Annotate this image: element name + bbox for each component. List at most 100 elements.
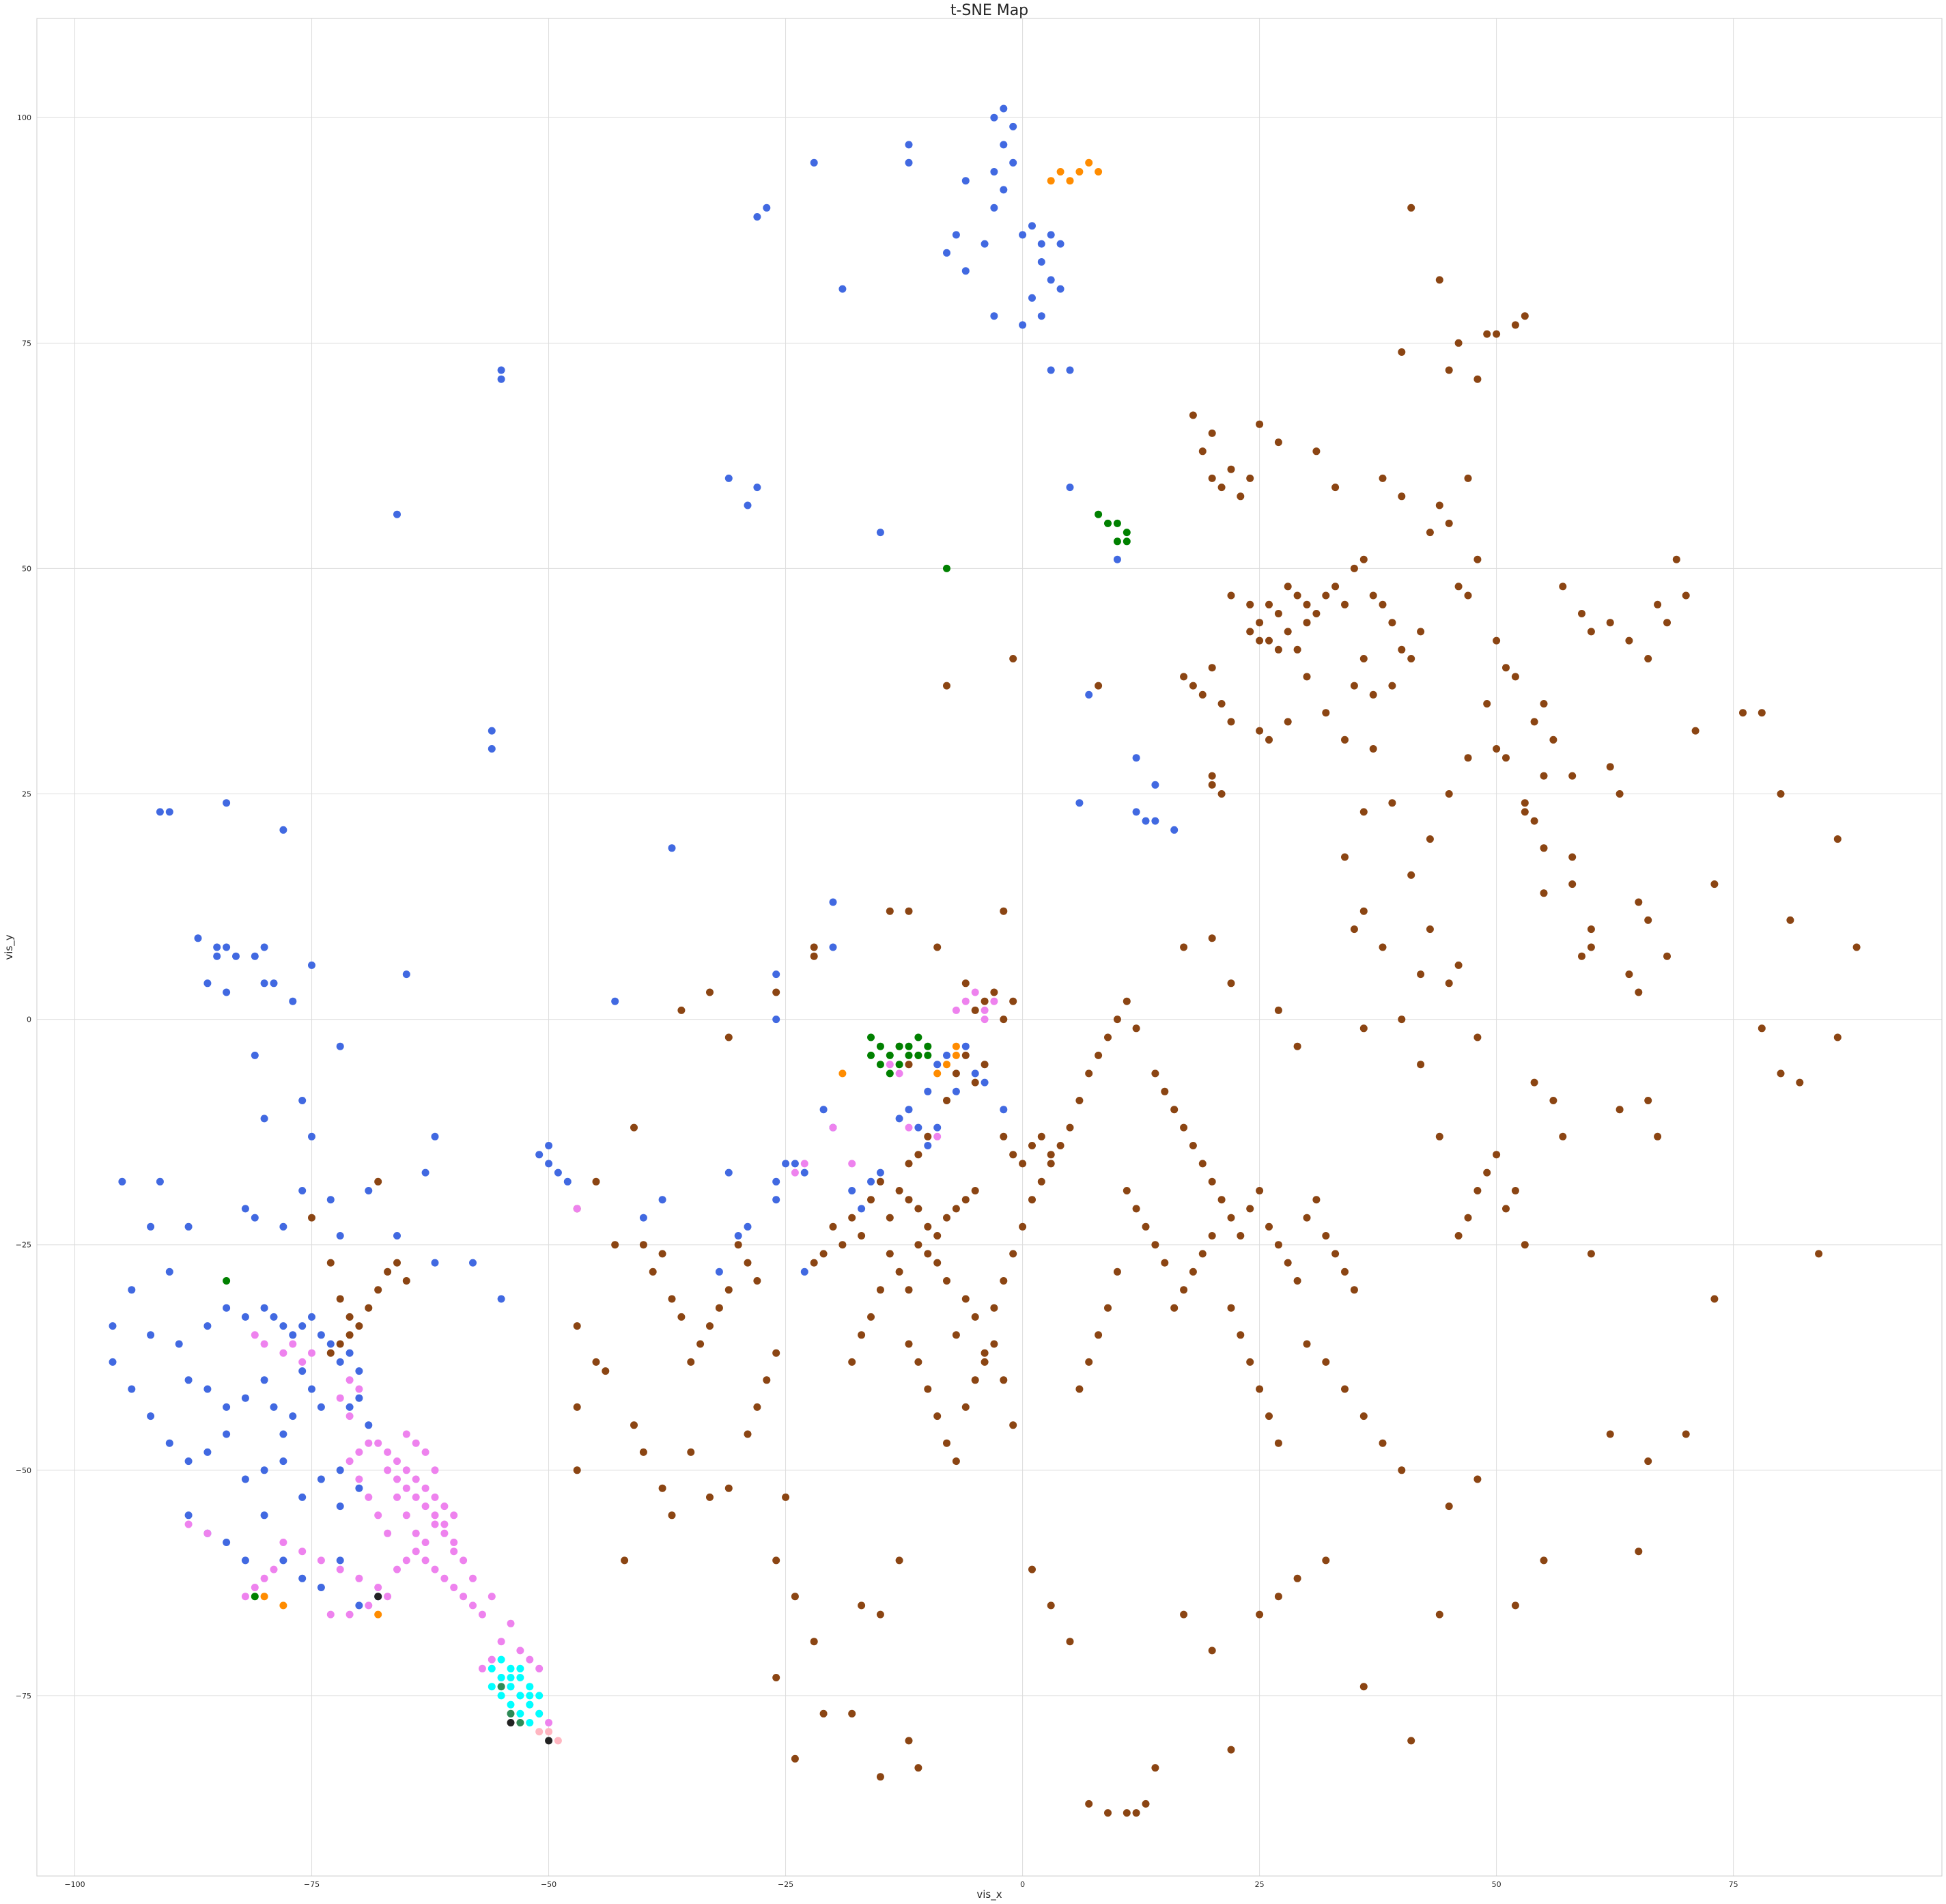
point-brown: [1066, 1123, 1074, 1132]
point-royalblue: [147, 1331, 155, 1339]
point-brown: [1833, 1033, 1842, 1041]
point-violet: [412, 1493, 420, 1501]
point-royalblue: [260, 1304, 268, 1312]
point-brown: [1132, 1024, 1140, 1033]
point-royalblue: [772, 1016, 780, 1024]
point-brown: [1322, 1232, 1330, 1240]
point-violet: [431, 1511, 439, 1520]
point-brown: [573, 1403, 581, 1411]
point-violet: [981, 1006, 989, 1014]
point-brown: [1426, 925, 1434, 934]
point-royalblue: [421, 1168, 429, 1177]
point-royalblue: [497, 375, 505, 383]
point-green: [914, 1033, 922, 1041]
point-violet: [421, 1539, 429, 1546]
x-tick-label: −100: [64, 1880, 85, 1889]
point-royalblue: [990, 168, 998, 176]
point-royalblue: [943, 249, 950, 257]
point-brown: [1274, 610, 1282, 617]
point-royalblue: [184, 1222, 193, 1231]
point-orange: [1095, 168, 1103, 176]
point-brown: [772, 1556, 780, 1565]
point-royalblue: [317, 1331, 325, 1339]
point-royalblue: [933, 1123, 942, 1132]
point-royalblue: [241, 1475, 249, 1483]
point-brown: [1473, 555, 1482, 563]
point-brown: [858, 1331, 866, 1339]
point-brown: [1359, 1412, 1368, 1420]
point-brown: [374, 1286, 382, 1294]
point-violet: [384, 1448, 392, 1456]
grid: [37, 18, 1942, 1876]
point-brown: [1644, 655, 1652, 662]
point-brown: [1085, 1069, 1093, 1078]
point-royalblue: [326, 1196, 335, 1204]
point-violet: [800, 1160, 808, 1168]
point-royalblue: [924, 1087, 932, 1095]
point-cyan: [488, 1664, 496, 1672]
point-orange: [838, 1069, 847, 1078]
point-brown: [1350, 682, 1358, 690]
point-brown: [1435, 1610, 1443, 1619]
point-violet: [355, 1475, 363, 1483]
point-royalblue: [772, 970, 780, 979]
point-brown: [1198, 690, 1207, 699]
point-cyan: [526, 1683, 534, 1691]
point-brown: [668, 1511, 676, 1520]
point-royalblue: [308, 961, 315, 969]
point-royalblue: [905, 158, 913, 167]
point-violet: [317, 1556, 325, 1565]
point-royalblue: [800, 1168, 808, 1177]
point-violet: [952, 1006, 960, 1014]
point-royalblue: [184, 1457, 193, 1466]
point-brown: [1189, 682, 1197, 690]
point-brown: [1151, 1241, 1159, 1249]
point-royalblue: [279, 1222, 287, 1231]
point-violet: [365, 1601, 373, 1610]
point-royalblue: [867, 1177, 875, 1186]
point-brown: [1217, 1196, 1226, 1204]
point-brown: [791, 1593, 799, 1601]
point-brown: [1369, 745, 1377, 753]
point-brown: [1417, 628, 1425, 636]
point-violet: [346, 1376, 354, 1384]
point-violet: [412, 1529, 420, 1537]
point-brown: [1540, 772, 1548, 780]
point-brown: [971, 1187, 979, 1194]
point-brown: [1019, 1160, 1027, 1168]
point-royalblue: [317, 1475, 325, 1483]
point-brown: [1549, 1097, 1557, 1104]
point-royalblue: [241, 1394, 249, 1402]
point-violet: [829, 1123, 837, 1132]
point-brown: [1274, 1439, 1282, 1447]
point-violet: [526, 1655, 534, 1664]
point-violet: [440, 1529, 449, 1537]
y-tick-label: 25: [22, 790, 31, 799]
point-brown: [1464, 591, 1472, 600]
point-royalblue: [241, 1313, 249, 1321]
point-royalblue: [260, 1115, 268, 1123]
point-violet: [791, 1168, 799, 1177]
point-brown: [867, 1313, 875, 1321]
point-royalblue: [668, 844, 676, 852]
point-pink: [554, 1737, 562, 1745]
point-brown: [1312, 1196, 1321, 1204]
point-brown: [1540, 700, 1548, 708]
point-brown: [943, 1097, 950, 1104]
point-brown: [1398, 1466, 1406, 1474]
point-brown: [1274, 645, 1282, 654]
point-violet: [270, 1565, 278, 1573]
point-royalblue: [336, 1358, 344, 1366]
point-royalblue: [355, 1484, 363, 1492]
point-brown: [1379, 600, 1387, 608]
point-brown: [1208, 1647, 1216, 1655]
point-royalblue: [1056, 285, 1064, 293]
point-brown: [1635, 1548, 1643, 1556]
point-brown: [1246, 474, 1254, 482]
point-royalblue: [147, 1412, 155, 1420]
point-violet: [203, 1529, 212, 1537]
point-royalblue: [223, 988, 231, 996]
point-royalblue: [1047, 276, 1055, 284]
point-brown: [1322, 591, 1330, 600]
point-brown: [1208, 772, 1216, 780]
